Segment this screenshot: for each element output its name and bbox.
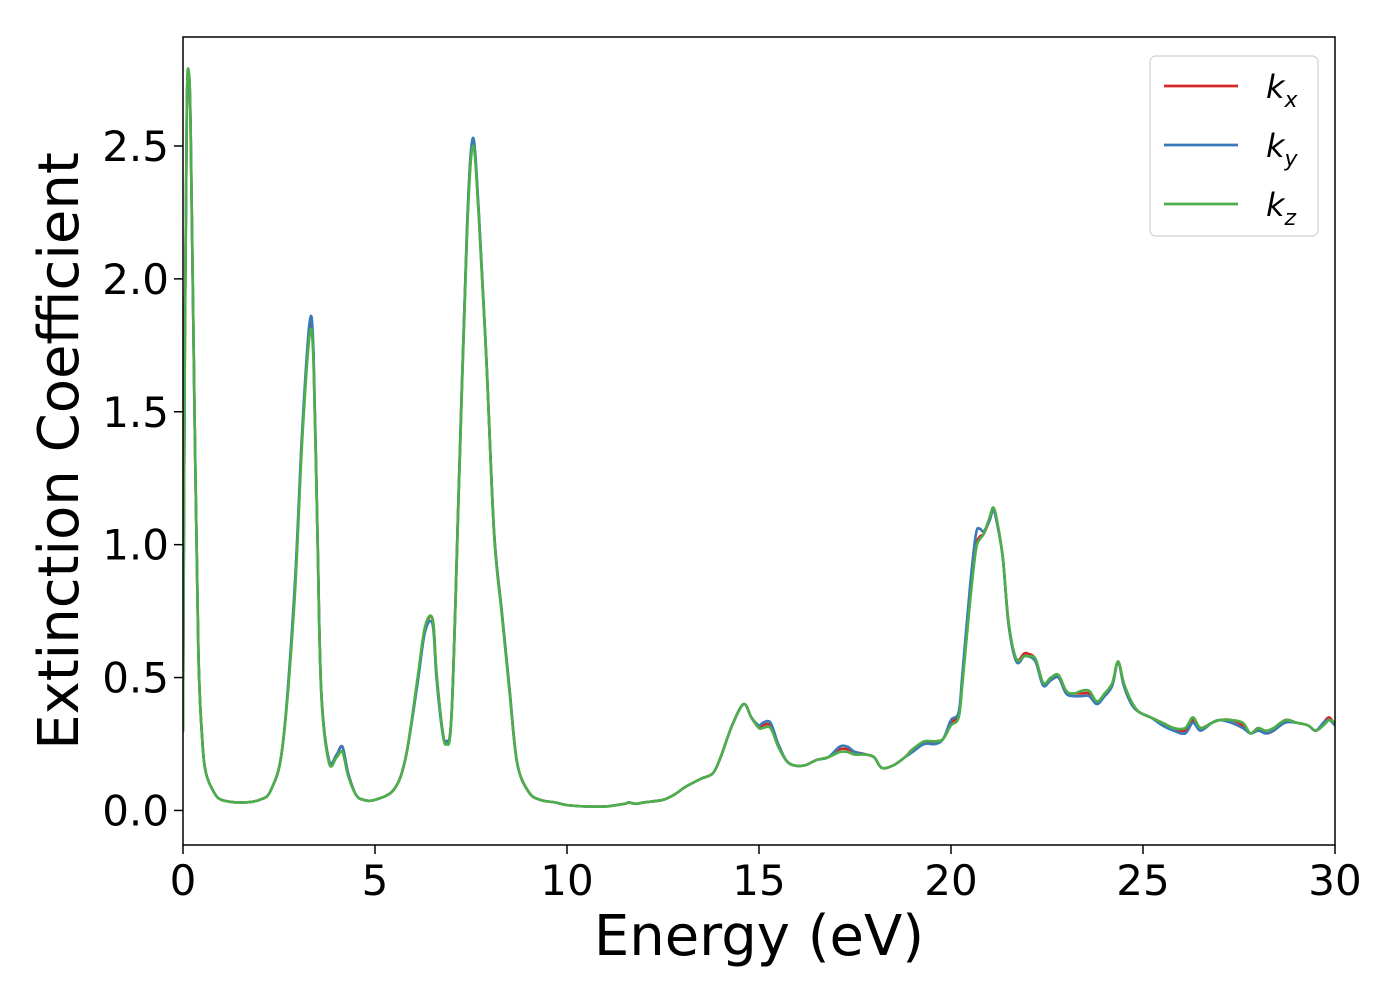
x-tick-label: 5 bbox=[362, 856, 389, 905]
y-tick-label: 0.0 bbox=[102, 786, 169, 835]
y-tick-label: 2.0 bbox=[102, 255, 169, 304]
legend: kx ky kz bbox=[1149, 55, 1319, 237]
legend-label-y: ky bbox=[1266, 127, 1299, 172]
y-tick-label: 2.5 bbox=[102, 122, 169, 171]
y-axis-label: Extinction Coefficient bbox=[27, 152, 92, 750]
x-tick-label: 20 bbox=[924, 856, 977, 905]
y-tick-label: 1.0 bbox=[102, 521, 169, 570]
legend-label-x: kx bbox=[1266, 68, 1299, 113]
plot-area bbox=[183, 67, 1335, 809]
y-tick-label: 1.5 bbox=[102, 388, 169, 437]
legend-label-z: kz bbox=[1266, 186, 1297, 231]
series-line-z bbox=[183, 67, 1335, 809]
y-tick-label: 0.5 bbox=[102, 654, 169, 703]
x-tick-label: 30 bbox=[1308, 856, 1361, 905]
x-tick-label: 0 bbox=[170, 856, 197, 905]
axis-ticks: 0 5 10 15 20 25 30 0.0 0.5 1.0 1.5 2.0 2.5 bbox=[102, 122, 1362, 905]
axes-frame bbox=[182, 36, 1336, 846]
x-tick-label: 25 bbox=[1116, 856, 1169, 905]
x-tick-label: 15 bbox=[732, 856, 785, 905]
x-axis-label: Energy (eV) bbox=[594, 904, 924, 969]
x-tick-label: 10 bbox=[540, 856, 593, 905]
